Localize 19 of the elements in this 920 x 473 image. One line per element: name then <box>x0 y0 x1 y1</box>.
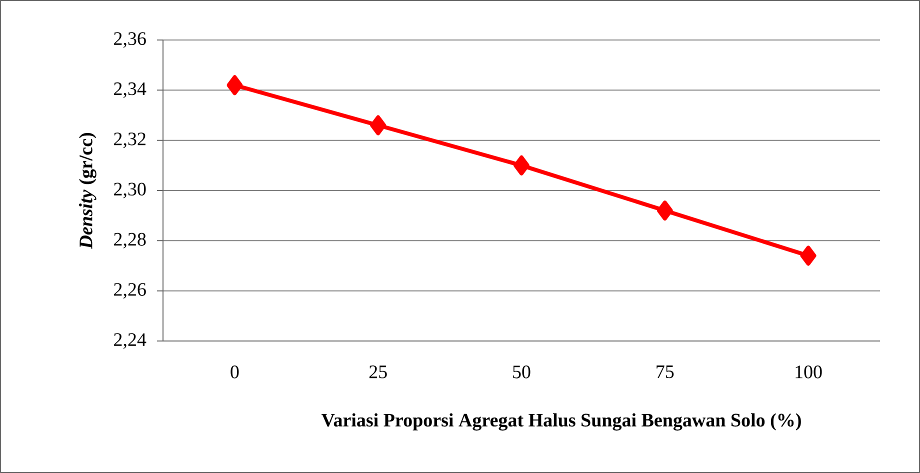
x-tick-label: 50 <box>513 366 530 378</box>
point <box>656 200 673 221</box>
y-axis-title: Density (gr/cc) <box>78 132 96 249</box>
x-axis-title: Variasi Proporsi Agregat Halus Sungai Bengawan Solo (%) <box>321 413 801 431</box>
x-tick-label: 25 <box>369 366 387 378</box>
x-tick-label: 0 <box>230 366 239 378</box>
y-tick-label: 2,34 <box>114 82 146 98</box>
x-tick-label: 100 <box>796 366 822 378</box>
y-tick-label: 2,36 <box>114 32 146 48</box>
y-tick-label: 2,28 <box>114 232 146 248</box>
point <box>226 75 243 96</box>
y-tick-label: 2,26 <box>114 283 146 299</box>
point <box>370 115 386 136</box>
y-tick-label: 2,30 <box>114 182 146 198</box>
point <box>514 155 530 176</box>
point <box>800 246 816 266</box>
y-tick-label: 2,32 <box>114 132 146 148</box>
y-tick-label: 2,24 <box>114 333 146 349</box>
x-tick-label: 75 <box>656 366 674 378</box>
